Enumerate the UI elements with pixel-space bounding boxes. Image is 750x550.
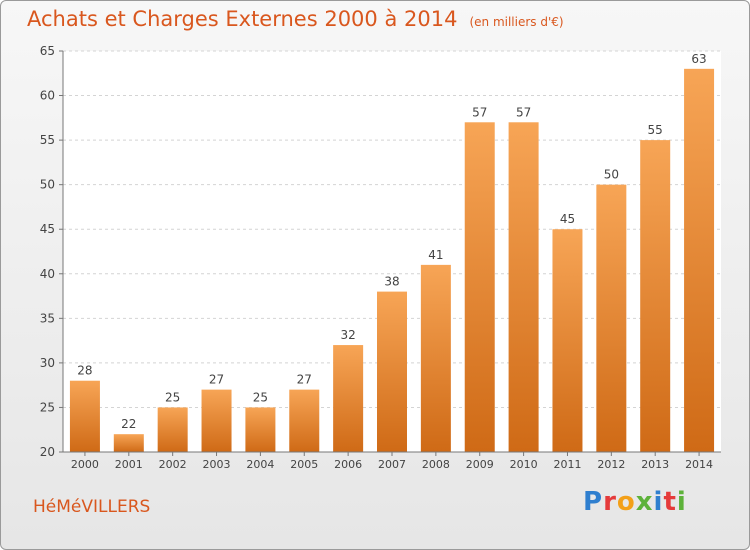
bar (69, 380, 100, 452)
bar (245, 407, 276, 452)
y-tick-label: 20 (40, 445, 55, 459)
data-label: 27 (297, 373, 312, 387)
bar (113, 434, 144, 452)
logo-letter: P (583, 487, 604, 517)
y-tick-label: 35 (40, 311, 55, 325)
y-tick-label: 45 (40, 222, 55, 236)
bar (464, 122, 495, 453)
bar (596, 184, 627, 452)
logo-letter: t (663, 487, 677, 517)
bar (377, 291, 407, 452)
bar (201, 389, 232, 452)
x-tick-label: 2006 (334, 458, 362, 471)
data-label: 22 (121, 417, 136, 431)
y-tick-label: 65 (40, 44, 55, 58)
x-tick-label: 2009 (466, 458, 494, 471)
bar (508, 122, 539, 453)
data-label: 55 (648, 123, 663, 137)
bar (157, 407, 188, 452)
bar (640, 140, 671, 452)
x-tick-label: 2010 (510, 458, 538, 471)
data-label: 25 (253, 390, 268, 404)
data-label: 57 (516, 105, 531, 119)
data-label: 63 (691, 52, 706, 66)
chart-subtitle: (en milliers d'€) (469, 15, 564, 29)
y-tick-label: 60 (40, 89, 55, 103)
x-tick-label: 2001 (115, 458, 143, 471)
data-label: 50 (604, 168, 619, 182)
x-tick-label: 2000 (71, 458, 99, 471)
y-tick-label: 30 (40, 356, 55, 370)
logo-letter: o (616, 487, 636, 517)
chart-title-block: Achats et Charges Externes 2000 à 2014 (e… (27, 7, 564, 31)
data-label: 57 (472, 105, 487, 119)
data-label: 25 (165, 390, 180, 404)
bar (289, 389, 320, 452)
x-tick-label: 2014 (685, 458, 713, 471)
data-labels: 28 22 25 27 25 27 32 38 41 57 57 45 50 55 63 (77, 52, 706, 431)
x-tick-label: 2008 (422, 458, 450, 471)
x-tick-label: 2012 (597, 458, 625, 471)
y-tick-label: 40 (40, 267, 55, 281)
bar (333, 345, 364, 452)
x-tick-label: 2005 (290, 458, 318, 471)
y-tick-label: 55 (40, 133, 55, 147)
bar (684, 68, 715, 453)
x-tick-label: 2007 (378, 458, 406, 471)
x-tick-label: 2011 (553, 458, 581, 471)
y-tick-label: 25 (40, 400, 55, 414)
city-name: HéMéVILLERS (33, 497, 151, 517)
bar (420, 264, 451, 452)
logo-letter: i (653, 487, 664, 517)
x-axis: 2000 2001 2002 2003 2004 2005 2006 2007 2008 2009… (63, 451, 721, 471)
x-tick-label: 2002 (159, 458, 187, 471)
bars (69, 68, 715, 453)
data-label: 45 (560, 212, 575, 226)
x-tick-label: 2004 (246, 458, 274, 471)
x-tick-label: 2013 (641, 458, 669, 471)
data-label: 32 (340, 328, 355, 342)
proxiti-logo[interactable]: Proxiti (583, 487, 687, 517)
data-label: 27 (209, 373, 224, 387)
data-label: 38 (384, 275, 399, 289)
logo-letter: x (635, 487, 654, 517)
chart-title: Achats et Charges Externes 2000 à 2014 (27, 7, 458, 31)
x-tick-label: 2003 (203, 458, 231, 471)
y-axis: 20 25 30 35 40 45 50 55 60 65 (40, 44, 64, 459)
logo-letter: i (676, 487, 687, 517)
bar (552, 229, 583, 452)
y-tick-label: 50 (40, 178, 55, 192)
logo-letter: r (603, 487, 617, 517)
data-label: 41 (428, 248, 443, 262)
data-label: 28 (77, 364, 92, 378)
